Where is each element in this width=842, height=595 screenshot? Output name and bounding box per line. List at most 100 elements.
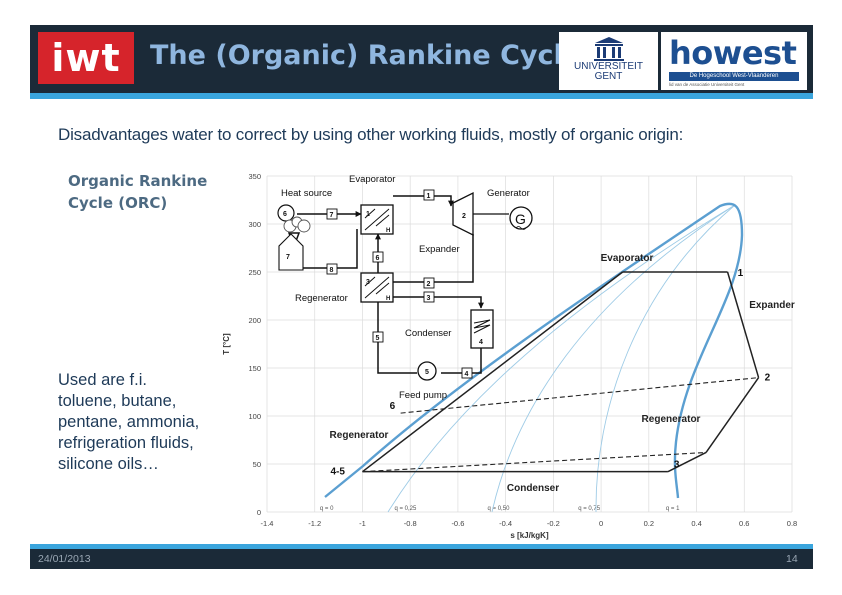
x-axis-label: s [kJ/kgK]: [510, 531, 549, 540]
ugent-name-line1: UNIVERSITEIT: [574, 61, 643, 72]
header-accent-line: [30, 93, 813, 99]
cycle-regen-hot-line: [705, 377, 760, 453]
howest-name: howest: [669, 34, 797, 72]
schematic-label-expander: Expander: [419, 244, 460, 255]
expander-turbine-icon: [452, 191, 474, 237]
cycle-desuperheat-line: [667, 451, 707, 473]
quality-label: q = 0,25: [394, 506, 417, 512]
footer-date: 24/01/2013: [38, 553, 91, 565]
svg-text:7: 7: [330, 212, 334, 219]
svg-text:H: H: [386, 296, 390, 302]
orc-label: Organic Rankine Cycle (ORC): [68, 172, 208, 212]
chart-grid: [266, 175, 793, 513]
quality-label: q = 0,75: [578, 506, 601, 512]
svg-text:2: 2: [462, 213, 466, 220]
svg-text:5: 5: [376, 335, 380, 342]
evaporator-hx-icon: 1 H: [360, 204, 394, 235]
regenerator-hx-icon: 3 H: [360, 272, 394, 303]
cycle-regen-dashed-bottom: [362, 451, 707, 473]
y-tick-label: 150: [248, 364, 261, 373]
iwt-logo: iwt: [38, 32, 134, 84]
ugent-name-line2: GENT: [594, 71, 623, 82]
schematic-label-feed-pump: Feed pump: [399, 390, 447, 401]
cycle-annotation: Regenerator: [642, 414, 701, 425]
svg-text:1: 1: [366, 211, 370, 218]
schematic-label-condenser: Condenser: [405, 328, 451, 339]
y-tick-label: 100: [248, 412, 261, 421]
cycle-annotation: Regenerator: [330, 430, 389, 441]
cycle-expansion-line: [726, 271, 760, 378]
quality-lines: [387, 204, 736, 513]
y-tick-label: 200: [248, 316, 261, 325]
x-tick-label: -0.6: [451, 519, 464, 528]
ugent-building-icon: [593, 37, 624, 61]
svg-text:3: 3: [366, 279, 370, 286]
y-tick-label: 0: [257, 508, 261, 517]
quality-line-050: [491, 204, 736, 513]
x-tick-label: 0.4: [691, 519, 701, 528]
footer-bar: [30, 549, 813, 569]
schematic-label-heat-source: Heat source: [281, 188, 332, 199]
footer-page-number: 14: [786, 553, 798, 565]
x-tick-label: -1.2: [308, 519, 321, 528]
cycle-point-label: 3: [674, 460, 680, 471]
cycle-path: 1 2 3 4-5 6 Evaporator Expander Regenerator Rege…: [330, 253, 795, 494]
svg-text:1: 1: [427, 193, 431, 200]
cycle-point-label: 4-5: [330, 467, 345, 478]
quality-label: q = 0: [320, 506, 334, 512]
ts-diagram: -1.4 -1.2 -1 -0.8 -0.6 -0.4 -0.2 0 0.2 0.4 0.6 0.8 0…: [222, 172, 797, 540]
cycle-annotation: Evaporator: [601, 253, 654, 264]
svg-text:4: 4: [465, 371, 469, 378]
heat-source-plant-icon: 7: [278, 216, 311, 271]
svg-text:6: 6: [283, 211, 287, 218]
x-tick-label: 0: [599, 519, 603, 528]
x-tick-label: -1: [359, 519, 366, 528]
cycle-annotation: Expander: [749, 300, 795, 311]
quality-label: q = 1: [666, 506, 680, 512]
x-tick-label: 0.6: [739, 519, 749, 528]
saturation-dome: [324, 202, 744, 499]
cycle-point-label: 6: [390, 401, 396, 412]
generator-icon: G: [509, 206, 533, 230]
svg-text:5: 5: [425, 369, 429, 376]
svg-text:7: 7: [286, 254, 290, 261]
schematic-label-evaporator: Evaporator: [349, 174, 395, 185]
cycle-annotation: Condenser: [507, 483, 559, 494]
chart-axes: -1.4 -1.2 -1 -0.8 -0.6 -0.4 -0.2 0 0.2 0.4 0.6 0.8 0…: [222, 172, 797, 540]
howest-subtitle: De Hogeschool West-Vlaanderen: [669, 72, 799, 81]
x-tick-label: -0.8: [404, 519, 417, 528]
cycle-point-label: 1: [738, 268, 744, 279]
fluids-list: Used are f.i. toluene, butane, pentane, …: [58, 371, 200, 473]
y-tick-label: 50: [253, 460, 261, 469]
svg-text:6: 6: [376, 255, 380, 262]
howest-tagline: lid van de Associatie Universiteit Gent: [669, 82, 745, 87]
slide-title: The (Organic) Rankine Cycle: [150, 40, 582, 71]
y-axis-label: T [°C]: [222, 333, 231, 355]
cycle-regen-dashed-top: [400, 377, 759, 414]
heat-source-icon: 6: [277, 204, 295, 222]
feed-pump-icon: 5: [417, 361, 437, 381]
svg-text:4: 4: [479, 339, 483, 346]
x-tick-label: 0.8: [787, 519, 797, 528]
svg-text:2: 2: [427, 281, 431, 288]
ugent-logo: UNIVERSITEIT GENT: [559, 32, 658, 90]
quality-line-025: [387, 204, 736, 513]
x-tick-label: -1.4: [261, 519, 274, 528]
footer-accent-line: [30, 544, 813, 549]
y-tick-label: 300: [248, 220, 261, 229]
cycle-point-label: 2: [765, 373, 771, 384]
schematic-label-generator: Generator: [487, 188, 530, 199]
x-tick-label: -0.2: [547, 519, 560, 528]
svg-text:G: G: [515, 211, 526, 227]
schematic-label-regenerator: Regenerator: [295, 293, 348, 304]
cycle-heating-line: [361, 271, 624, 473]
svg-text:H: H: [386, 228, 390, 234]
quality-line-075: [595, 204, 736, 513]
howest-logo: howest De Hogeschool West-Vlaanderen lid…: [661, 32, 807, 90]
y-tick-label: 250: [248, 268, 261, 277]
x-tick-label: 0.2: [644, 519, 654, 528]
quality-label: q = 0,50: [488, 506, 511, 512]
orc-schematic: Evaporator Heat source Generator Expande…: [277, 174, 533, 401]
state-number-boxes: 1 2 3 4 5 6 7 8: [326, 189, 473, 379]
svg-text:3: 3: [427, 295, 431, 302]
